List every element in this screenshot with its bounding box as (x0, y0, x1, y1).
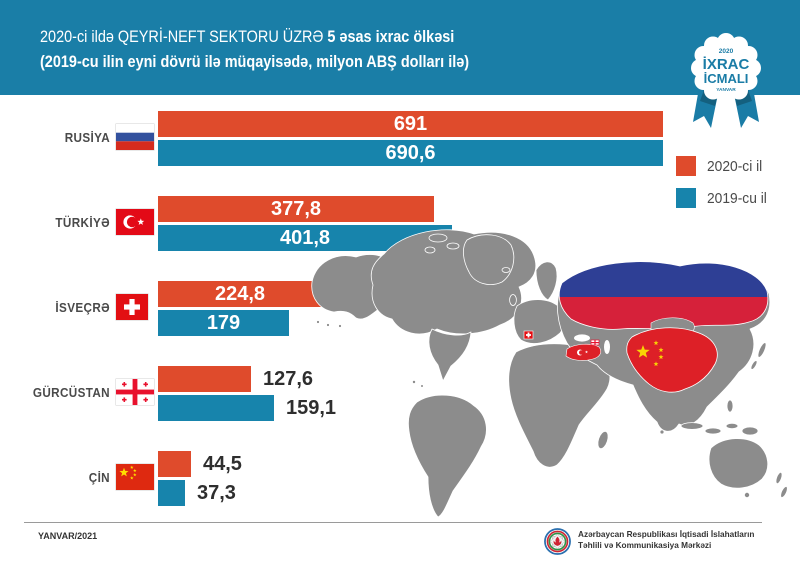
bar-2019: 401,8 (158, 225, 452, 251)
legend-swatch-2019 (676, 188, 696, 208)
value-2020-label: 44,5 (203, 453, 242, 475)
badge-line2: İCMALI (704, 71, 749, 86)
legend-swatch-2020 (676, 156, 696, 176)
value-2020-label: 377,8 (270, 197, 322, 220)
china-flag (116, 464, 154, 490)
country-label: RUSİYA (64, 130, 110, 145)
country-label: ÇİN (88, 470, 110, 485)
bar-2020: 691 (158, 111, 663, 137)
value-2019-label: 690,6 (385, 141, 436, 164)
organization-line2: Təhlili və Kommunikasiya Mərkəzi (578, 540, 712, 550)
switzerland-flag (116, 294, 148, 320)
bar-2020 (158, 451, 191, 477)
value-2019-label: 401,8 (279, 226, 331, 249)
country-row: TÜRKİYƏ 377,8 401,8 (0, 196, 800, 252)
bar-2019: 690,6 (158, 140, 663, 166)
bar-2020: 377,8 (158, 196, 434, 222)
value-2020-label: 691 (393, 112, 428, 135)
page-subtitle: (2019-cu ilin eyni dövrü ilə müqayisədə,… (40, 52, 470, 71)
badge-month: YANVAR (716, 87, 736, 93)
badge-year: 2020 (719, 48, 734, 55)
ixrac-icmali-badge: 2020 İXRAC İCMALI YANVAR (684, 32, 768, 136)
georgia-flag (116, 379, 154, 405)
country-label: GÜRCÜSTAN (32, 385, 110, 400)
organization-name: Azərbaycan Respublikası İqtisadi İslahat… (578, 529, 754, 551)
country-label: TÜRKİYƏ (55, 215, 110, 230)
value-2020-label: 224,8 (214, 282, 266, 305)
value-2019-label: 179 (206, 311, 241, 334)
title-bold: 5 əsas ixrac ölkəsi (327, 27, 455, 46)
value-2019-label: 37,3 (197, 482, 236, 504)
value-2020-label: 127,6 (263, 368, 314, 390)
country-label: İSVEÇRƏ (55, 300, 110, 315)
turkey-flag (116, 209, 154, 235)
legend-label-2019: 2019-cu il (707, 189, 767, 207)
legend-item-2020: 2020-ci il (676, 156, 767, 176)
russia-flag (116, 124, 154, 150)
country-row: RUSİYA 691 690,6 (0, 111, 800, 167)
country-row: ÇİN 44,5 37,3 (0, 451, 800, 507)
bar-2019 (158, 480, 185, 506)
footer-divider (24, 522, 762, 523)
value-2019-label: 159,1 (286, 397, 337, 419)
bar-2019 (158, 395, 274, 421)
legend-label-2020: 2020-ci il (707, 157, 763, 175)
badge-line1: İXRAC (703, 56, 750, 73)
page-title: 2020-ci ildə QEYRİ-NEFT SEKTORU ÜZRƏ 5 ə… (40, 24, 469, 74)
bar-2020 (158, 366, 251, 392)
rosette-ribbon-icon: 2020 İXRAC İCMALI YANVAR (691, 33, 761, 128)
country-row: GÜRCÜSTAN 127,6 159,1 (0, 366, 800, 422)
bar-2019: 179 (158, 310, 289, 336)
legend-item-2019: 2019-cu il (676, 188, 772, 208)
title-regular: 2020-ci ildə QEYRİ-NEFT SEKTORU ÜZRƏ (40, 27, 328, 46)
azerbaijan-emblem-icon (544, 528, 571, 555)
country-row: İSVEÇRƏ 224,8 179 (0, 281, 800, 337)
header-band: 2020-ci ildə QEYRİ-NEFT SEKTORU ÜZRƏ 5 ə… (0, 0, 800, 95)
footer-date: YANVAR/2021 (38, 531, 98, 542)
organization-line1: Azərbaycan Respublikası İqtisadi İslahat… (578, 529, 755, 539)
bar-2020: 224,8 (158, 281, 322, 307)
